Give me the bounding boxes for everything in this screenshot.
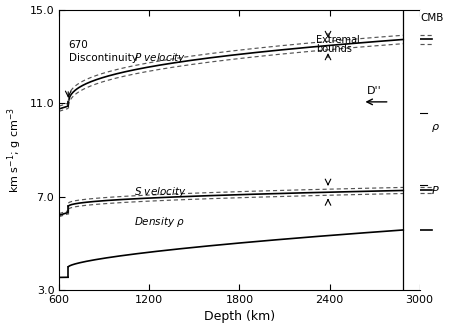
Text: $P$ velocity: $P$ velocity — [134, 51, 186, 65]
Text: CMB: CMB — [420, 13, 443, 23]
Text: $P$: $P$ — [431, 185, 440, 196]
Y-axis label: km s$^{-1}$; g cm$^{-3}$: km s$^{-1}$; g cm$^{-3}$ — [5, 107, 24, 193]
Text: D'': D'' — [367, 86, 382, 96]
Text: $\rho$: $\rho$ — [431, 122, 440, 134]
Text: 670: 670 — [69, 40, 88, 50]
Text: Discontinuity: Discontinuity — [69, 53, 138, 63]
Text: bounds: bounds — [316, 44, 352, 54]
X-axis label: Depth (km): Depth (km) — [204, 311, 275, 323]
Text: Extremal: Extremal — [316, 36, 360, 45]
Text: $S$ velocity: $S$ velocity — [134, 185, 187, 199]
Text: Density $\rho$: Density $\rho$ — [134, 215, 185, 229]
